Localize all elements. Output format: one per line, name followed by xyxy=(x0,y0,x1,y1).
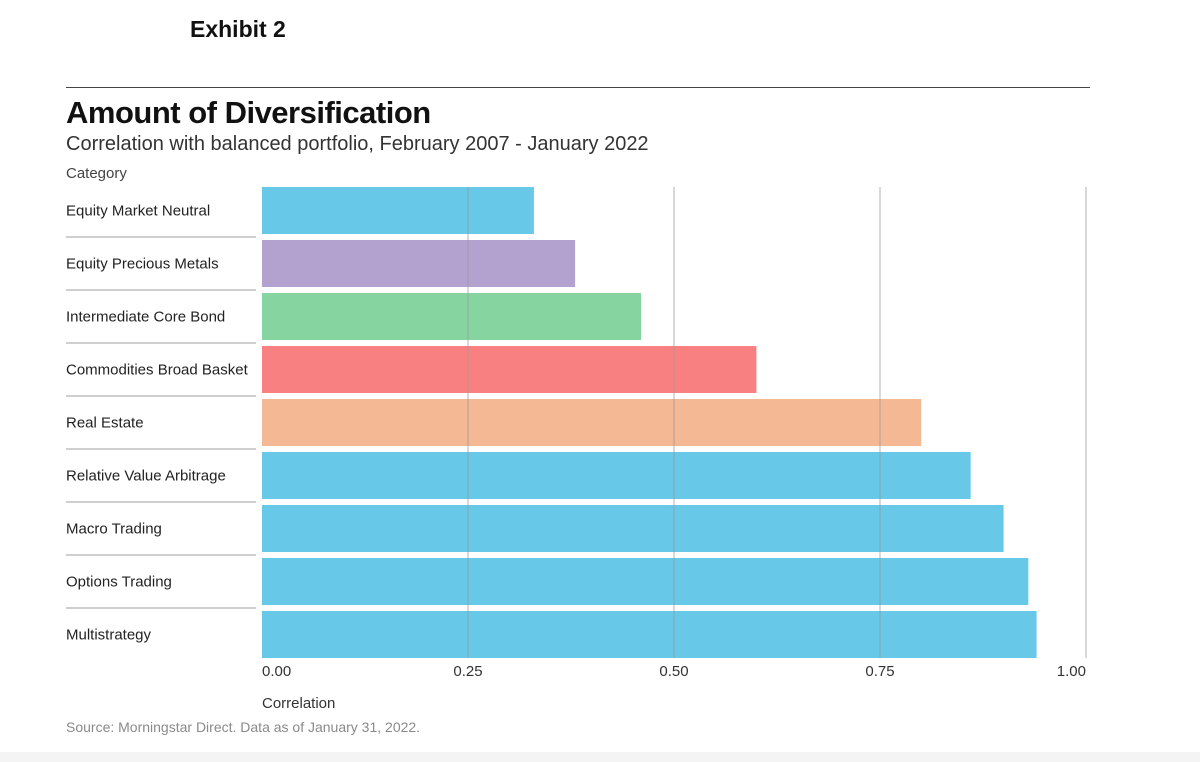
footer-band xyxy=(0,752,1200,762)
source-note: Source: Morningstar Direct. Data as of J… xyxy=(66,719,421,735)
chart-title: Amount of Diversification xyxy=(66,95,431,130)
bar xyxy=(262,558,1029,605)
category-label: Relative Value Arbitrage xyxy=(66,468,226,485)
x-tick-label: 0.25 xyxy=(453,663,482,680)
category-label: Macro Trading xyxy=(66,521,162,538)
x-tick-label: 0.50 xyxy=(659,663,688,680)
category-label: Real Estate xyxy=(66,415,144,432)
bar xyxy=(262,187,534,234)
category-label: Equity Precious Metals xyxy=(66,256,219,273)
x-tick-label: 0.75 xyxy=(865,663,894,680)
header-divider xyxy=(66,87,1090,88)
x-axis-label: Correlation xyxy=(262,695,335,712)
category-label: Multistrategy xyxy=(66,627,152,644)
bar xyxy=(262,399,922,446)
exhibit-label: Exhibit 2 xyxy=(190,16,286,42)
category-label: Commodities Broad Basket xyxy=(66,362,249,379)
x-tick-label: 1.00 xyxy=(1057,663,1086,680)
x-tick-label: 0.00 xyxy=(262,663,291,680)
bar xyxy=(262,611,1037,658)
bar xyxy=(262,240,576,287)
bar xyxy=(262,452,971,499)
chart-subtitle: Correlation with balanced portfolio, Feb… xyxy=(66,133,649,155)
category-label: Options Trading xyxy=(66,574,172,591)
category-label: Intermediate Core Bond xyxy=(66,309,225,326)
category-axis-header: Category xyxy=(66,165,127,182)
bar xyxy=(262,505,1004,552)
bar xyxy=(262,293,642,340)
category-label: Equity Market Neutral xyxy=(66,203,210,220)
bar xyxy=(262,346,757,393)
